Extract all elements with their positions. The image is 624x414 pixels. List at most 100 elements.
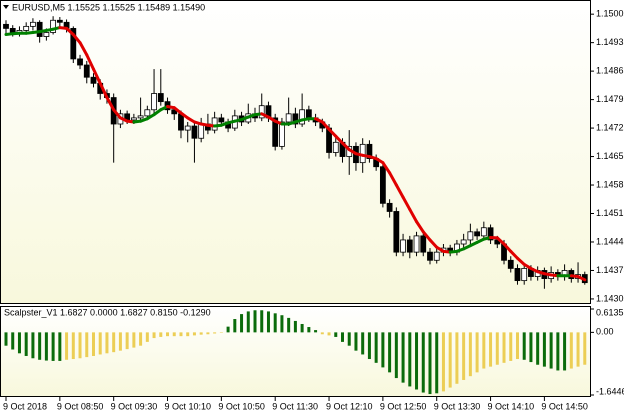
histogram-bar	[44, 332, 48, 361]
histogram-bar	[71, 332, 75, 360]
x-tick-label: 9 Oct 14:10	[488, 401, 535, 411]
candle-body	[272, 117, 279, 147]
candle-body	[420, 235, 427, 253]
histogram-bar	[91, 332, 95, 356]
histogram-bar	[192, 332, 196, 336]
histogram-bar	[341, 332, 344, 342]
trend-line-segment	[78, 41, 89, 57]
histogram-bar	[556, 332, 560, 371]
histogram-bar	[125, 332, 129, 350]
candle-body	[3, 23, 9, 29]
trend-line-segment	[515, 256, 526, 266]
trend-line-segment	[341, 141, 351, 152]
histogram-bar	[38, 332, 42, 360]
trend-line-segment	[85, 53, 95, 71]
candle-body	[305, 109, 312, 119]
y-tick-label: 0.00	[596, 327, 614, 337]
candle-body	[467, 231, 474, 241]
histogram-bar	[273, 313, 277, 333]
candle-body	[171, 109, 178, 115]
histogram-bar	[213, 332, 217, 334]
candle-body	[433, 251, 440, 261]
candle-body	[198, 123, 205, 139]
candle-body	[9, 28, 16, 33]
x-tick-label: 9 Oct 2018	[3, 401, 47, 411]
histogram-bar	[536, 332, 540, 365]
histogram-bar	[428, 332, 432, 395]
trend-line-segment	[320, 120, 331, 131]
trend-line-segment	[71, 33, 82, 45]
trend-line-segment	[502, 242, 513, 253]
trend-line-segment	[381, 161, 392, 175]
histogram-bar	[354, 332, 358, 351]
x-tick-label: 9 Oct 13:30	[434, 401, 481, 411]
trend-line-segment	[415, 220, 425, 234]
histogram-bar	[522, 332, 526, 360]
x-tick-label: 9 Oct 12:50	[380, 401, 427, 411]
histogram-bar	[529, 332, 533, 363]
y-tick-label: 1.14515	[596, 208, 624, 218]
histogram-bar	[421, 332, 425, 393]
y-tick-label: 1.14305	[596, 293, 624, 303]
trend-line-segment	[334, 134, 344, 145]
histogram-bar	[509, 332, 513, 361]
y-tick-label: 1.14725	[596, 122, 624, 132]
candle-body	[366, 143, 373, 159]
main-title: EURUSD,M5 1.15525 1.15525 1.15489 1.1549…	[12, 2, 205, 12]
y-tick-label: 1.14865	[596, 65, 624, 75]
histogram-bar	[287, 317, 291, 333]
histogram-bar	[4, 332, 8, 346]
histogram-bar	[226, 326, 230, 333]
candle-body	[23, 25, 30, 31]
histogram-bar	[260, 310, 264, 333]
candle-body	[144, 109, 151, 117]
histogram-bar	[118, 332, 122, 351]
histogram-bar	[186, 332, 190, 337]
candle-body	[83, 64, 90, 78]
candle-body	[292, 113, 299, 125]
histogram-bar	[139, 332, 143, 346]
histogram-bar	[145, 332, 149, 342]
histogram-bar	[381, 332, 385, 368]
histogram-bar	[401, 332, 405, 383]
candle-body	[56, 19, 63, 23]
histogram-bar	[374, 332, 378, 363]
histogram-bar	[502, 332, 506, 363]
histogram-bar	[300, 323, 304, 333]
candle-body	[77, 58, 83, 66]
x-tick-label: 9 Oct 10:10	[165, 401, 212, 411]
candle-body	[487, 227, 494, 241]
y-tick-label: 1.14375	[596, 265, 624, 275]
histogram-bar	[489, 332, 493, 367]
candle-body	[211, 117, 218, 131]
trend-line-segment	[576, 275, 587, 282]
candle-body	[393, 211, 400, 253]
menu-triangle[interactable]	[3, 5, 9, 9]
histogram-bar	[435, 332, 439, 394]
trend-line-segment	[495, 236, 506, 246]
trend-line-segment	[91, 67, 102, 85]
y-tick-label: -1.6446	[596, 386, 624, 396]
histogram-bar	[199, 332, 203, 335]
histogram-bar	[314, 330, 318, 333]
histogram-bar	[462, 332, 466, 380]
histogram-bar	[85, 332, 89, 358]
candle-body	[258, 105, 265, 119]
histogram-bar	[334, 332, 338, 337]
candle-body	[413, 235, 420, 253]
x-tick-label: 9 Oct 08:50	[57, 401, 104, 411]
histogram-bar	[475, 332, 479, 373]
trend-line-segment	[421, 230, 432, 242]
x-tick-label: 9 Oct 14:50	[541, 401, 588, 411]
histogram-bar	[159, 332, 163, 337]
candle-body	[157, 93, 164, 103]
indicator-panel	[0, 306, 591, 397]
histogram-bar	[266, 311, 270, 333]
trend-line-segment	[105, 96, 116, 112]
candle-body	[514, 268, 521, 282]
histogram-bar	[455, 332, 459, 384]
candle-body	[178, 113, 184, 131]
candle-body	[90, 76, 97, 84]
histogram-bar	[11, 332, 15, 350]
y-tick-label: 1.14795	[596, 94, 624, 104]
